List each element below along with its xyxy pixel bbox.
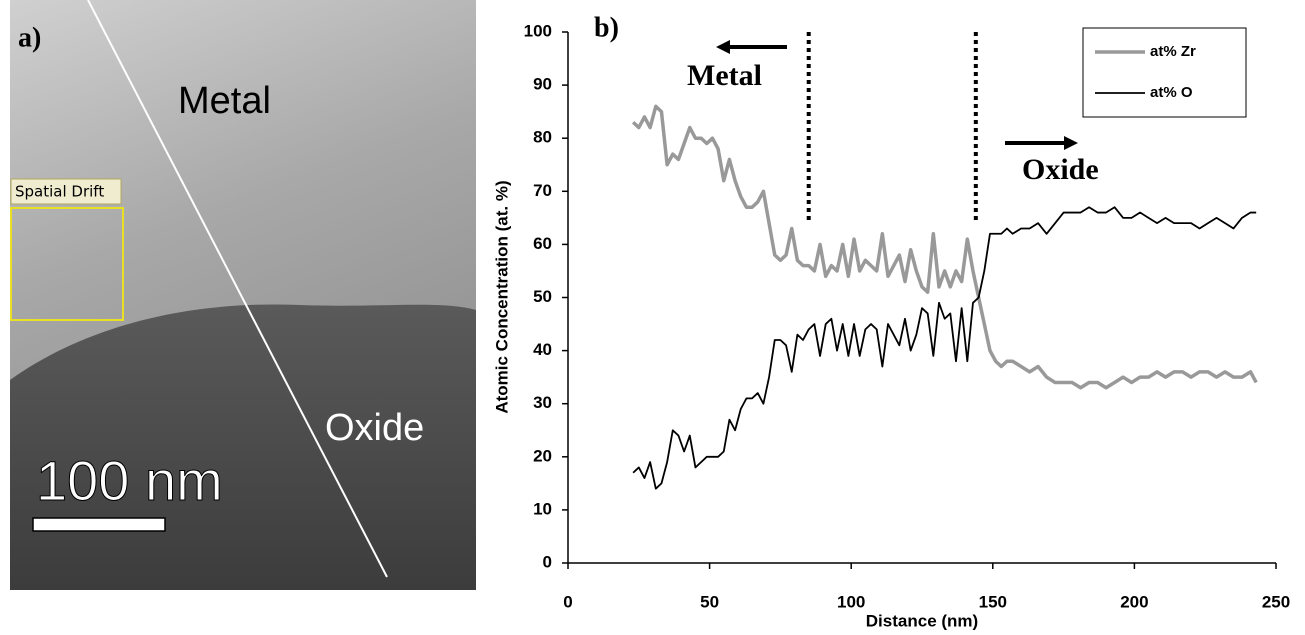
y-tick-label: 0 bbox=[543, 552, 552, 571]
y-tick-label: 70 bbox=[533, 181, 552, 200]
data-line bbox=[631, 104, 1258, 390]
x-tick-label: 50 bbox=[700, 592, 719, 611]
x-tick-label: 200 bbox=[1120, 592, 1148, 611]
scale-bar bbox=[32, 517, 166, 532]
x-tick-label: 250 bbox=[1262, 592, 1290, 611]
annotation: Oxide bbox=[1022, 153, 1099, 186]
scale-bar-label: 100 nm bbox=[36, 449, 223, 512]
scan-line bbox=[87, 0, 388, 578]
annotation: Metal bbox=[687, 59, 762, 92]
y-tick-label: 10 bbox=[533, 499, 552, 518]
x-tick-label: 0 bbox=[563, 592, 572, 611]
x-axis-title: Distance (nm) bbox=[866, 611, 978, 630]
legend-label: at% O bbox=[1150, 84, 1193, 101]
y-axis-title: Atomic Concentration (at. %) bbox=[492, 180, 511, 413]
y-tick-label: 50 bbox=[533, 287, 552, 306]
legend-box bbox=[1082, 27, 1247, 118]
data-line bbox=[632, 206, 1257, 490]
drift-label: Spatial Drift bbox=[15, 183, 104, 201]
legend-label: at% Zr bbox=[1150, 43, 1196, 60]
drift-label-bg bbox=[10, 178, 122, 205]
region-label: Oxide bbox=[325, 407, 424, 449]
arrow-head bbox=[1064, 136, 1078, 150]
region-label: Metal bbox=[178, 80, 271, 122]
chart: b) Distance (nm) Atomic Concentration (a… bbox=[492, 12, 1098, 630]
drift-box bbox=[10, 207, 124, 321]
y-tick-label: 100 bbox=[524, 21, 552, 40]
y-tick-label: 40 bbox=[533, 340, 552, 359]
y-tick-label: 30 bbox=[533, 393, 552, 412]
y-tick-label: 90 bbox=[533, 75, 552, 94]
micrograph-panel: Spatial Drift a) Metal Oxide 100 nm bbox=[10, 0, 476, 590]
x-tick-label: 100 bbox=[837, 592, 865, 611]
arrow-head bbox=[716, 40, 730, 54]
x-tick-label: 150 bbox=[979, 592, 1007, 611]
y-tick-label: 60 bbox=[533, 234, 552, 253]
panel-label: b) bbox=[594, 12, 619, 43]
panel-label: a) bbox=[18, 22, 41, 53]
y-tick-label: 20 bbox=[533, 446, 552, 465]
y-tick-label: 80 bbox=[533, 128, 552, 147]
